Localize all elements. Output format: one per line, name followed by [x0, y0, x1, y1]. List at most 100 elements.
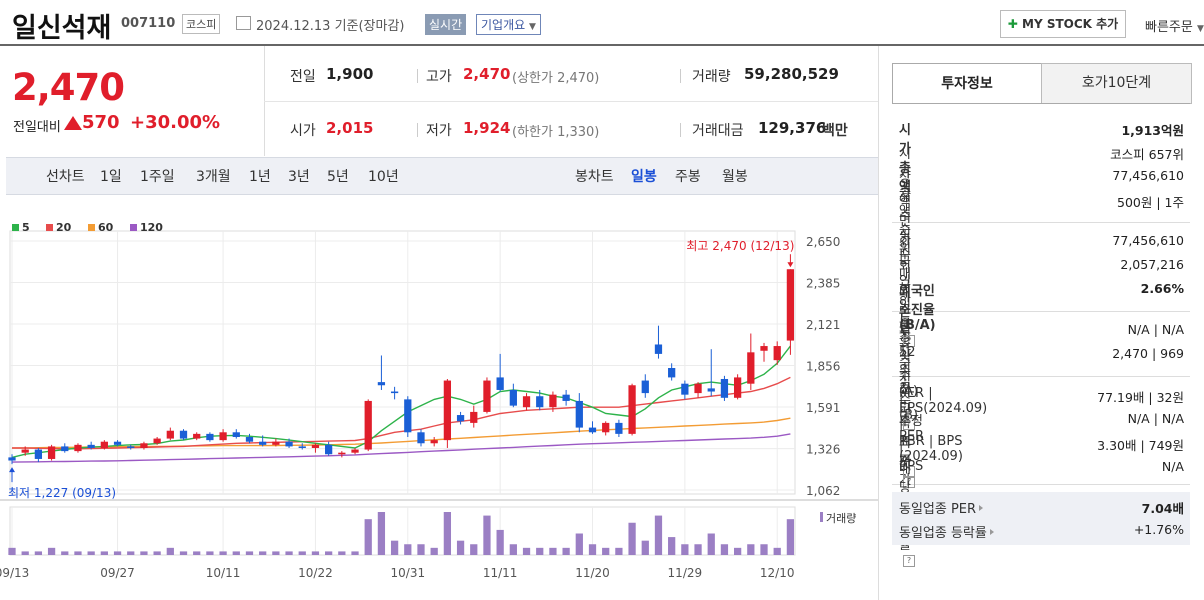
tab-invest-info[interactable]: 투자정보: [892, 63, 1042, 104]
candle-button-2[interactable]: 월봉: [722, 169, 748, 185]
info-row-label: 상장주식수: [899, 167, 911, 262]
moving-average-ma60: [12, 417, 791, 449]
candle-body: [720, 378, 729, 398]
candle-button-1[interactable]: 주봉: [675, 169, 701, 185]
candle-body: [430, 440, 438, 444]
peer-per-label: 동일업종 PER: [899, 502, 977, 517]
volume-bar: [377, 512, 386, 555]
legend-swatch: [46, 224, 53, 231]
help-icon[interactable]: ?: [903, 335, 915, 347]
stock-name: 일신석재: [12, 13, 112, 44]
tab-orderbook[interactable]: 호가10단계: [1041, 63, 1192, 104]
candle-body: [259, 441, 267, 445]
help-icon[interactable]: ?: [903, 418, 915, 430]
volume-bar: [21, 551, 29, 555]
candle-body: [760, 346, 768, 351]
y-tick-label: 1,591: [806, 401, 840, 415]
prev-close-value: 1,900: [326, 65, 374, 83]
quick-order-label: 빠른주문: [1145, 20, 1193, 35]
volume-bar: [351, 551, 359, 555]
volume-bar: [61, 551, 69, 555]
quick-order-menu[interactable]: 빠른주문 ▼: [1145, 16, 1204, 35]
legend-label: 5: [22, 221, 30, 234]
info-row-value: 1,913억원: [1121, 123, 1184, 138]
volume-bar: [74, 551, 82, 555]
company-overview-dropdown[interactable]: 기업개요 ▼: [476, 14, 541, 35]
candle-body: [602, 422, 610, 433]
volume-bar: [232, 551, 240, 555]
candle-body: [509, 389, 517, 406]
candle-body: [245, 437, 254, 442]
info-row-value: 500원 | 1주: [1117, 195, 1184, 210]
candle-body: [61, 446, 69, 452]
x-tick-label: 11/11: [483, 566, 518, 580]
tab-underline: [892, 103, 1190, 104]
x-tick-label: 09/27: [100, 566, 135, 580]
candle-chart-label: 봉차트: [575, 169, 614, 185]
period-button-6[interactable]: 10년: [368, 169, 399, 185]
divider: [680, 123, 681, 137]
volume-bar: [87, 551, 95, 555]
peer-summary-box: [892, 492, 1190, 545]
chevron-right-icon: [989, 529, 994, 535]
candle-body: [668, 368, 676, 378]
volume-bar: [140, 551, 148, 555]
volume-bar: [496, 529, 504, 555]
info-row-value: 2,057,216: [1120, 257, 1184, 272]
info-row-value: N/A: [1161, 459, 1184, 474]
period-button-1[interactable]: 1주일: [140, 169, 175, 185]
help-icon[interactable]: ?: [903, 555, 915, 567]
amount-label: 거래대금: [692, 123, 744, 139]
high-label: 고가: [426, 69, 452, 85]
info-divider: [892, 222, 1190, 223]
add-my-stock-button[interactable]: ✚ MY STOCK 추가: [1000, 10, 1126, 38]
legend-swatch: [130, 224, 137, 231]
period-button-4[interactable]: 3년: [288, 169, 310, 185]
volume-bar: [47, 547, 56, 555]
candle-button-0[interactable]: 일봉: [631, 169, 657, 185]
volume-bar: [153, 551, 161, 555]
candle-body: [483, 380, 491, 412]
volume-bar: [245, 551, 254, 555]
info-row-value: 77.19배 | 32원: [1097, 390, 1184, 405]
info-divider: [892, 484, 1190, 485]
candle-body: [522, 396, 531, 408]
period-button-2[interactable]: 3개월: [196, 169, 231, 185]
help-icon[interactable]: ?: [903, 476, 915, 488]
info-row-label: PBR | BPS (2024.09)?: [899, 434, 963, 479]
volume-bar: [720, 544, 729, 555]
volume-bar: [404, 544, 412, 555]
peer-per-link[interactable]: 동일업종 PER: [899, 498, 984, 517]
info-row-label: 액면가 | 매매단위: [899, 191, 911, 339]
info-row-label[interactable]: 시가총액순위: [899, 143, 911, 272]
candle-body: [153, 438, 161, 444]
chevron-right-icon: [979, 505, 984, 511]
info-label-text: 투자의견 | 목표주가: [899, 325, 911, 488]
chevron-down-icon: ▼: [1196, 24, 1204, 34]
period-button-0[interactable]: 1일: [100, 169, 122, 185]
period-button-3[interactable]: 1년: [249, 169, 271, 185]
volume-bar: [417, 544, 425, 555]
divider: [680, 69, 681, 83]
volume-bar: [113, 551, 122, 555]
info-label-text: 52주최고 | 최저: [899, 345, 916, 470]
volume-bar: [34, 551, 43, 555]
info-row-value: 3.30배 | 749원: [1097, 438, 1184, 453]
realtime-button[interactable]: 실시간: [425, 14, 467, 35]
period-button-5[interactable]: 5년: [327, 169, 349, 185]
candle-body: [74, 444, 82, 452]
volume-legend-swatch: [820, 512, 823, 522]
candle-body: [536, 396, 544, 408]
price-chart: 2,650 2,385 2,121 1,856 1,591 1,326 1,062 09/13…: [0, 221, 878, 580]
upper-limit: (상한가 2,470): [512, 71, 600, 86]
candle-body: [747, 352, 755, 384]
peer-rate-link[interactable]: 동일업종 등락률: [899, 522, 994, 541]
info-row-value: N/A | N/A: [1127, 411, 1184, 426]
candle-body: [127, 446, 135, 448]
volume-bar: [628, 522, 636, 555]
candle-body: [443, 380, 452, 441]
volume-bar: [575, 533, 583, 555]
help-icon[interactable]: ?: [903, 466, 915, 478]
volume-bar: [522, 547, 531, 555]
volume-bar: [668, 537, 676, 555]
